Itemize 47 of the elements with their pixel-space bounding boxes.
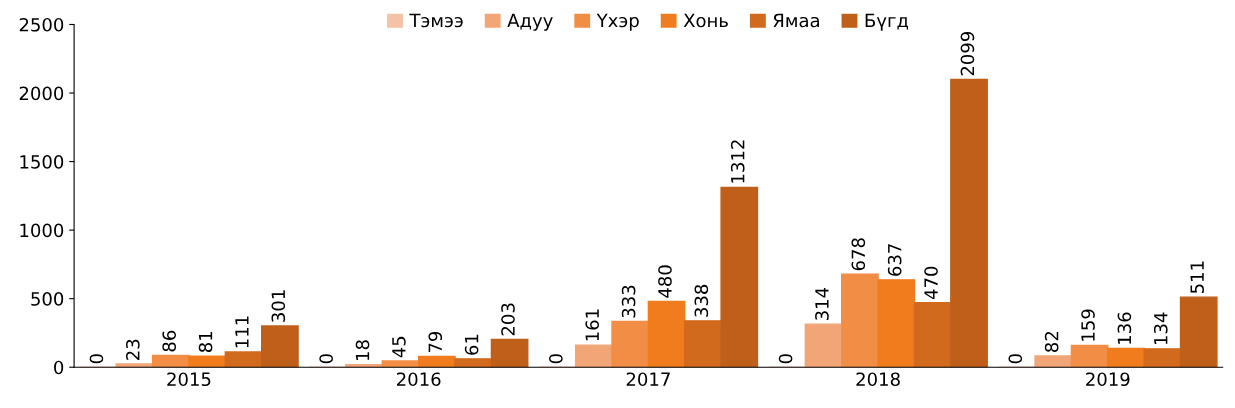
data-label: 0 [549, 354, 563, 364]
data-label: 159 [1081, 309, 1095, 341]
x-tick-label: 2019 [1086, 372, 1130, 387]
data-label: 61 [464, 334, 479, 355]
data-label: 161 [585, 309, 600, 341]
data-label: 1312 [730, 140, 745, 183]
data-label: 82 [1044, 332, 1059, 352]
y-tick-label: 1000 [20, 223, 64, 238]
legend-label: Адуу [507, 13, 553, 31]
data-label: 470 [924, 266, 938, 300]
data-label: 23 [125, 339, 140, 360]
data-label: 0 [319, 354, 333, 364]
x-tick-label: 2016 [397, 372, 441, 387]
data-label: 637 [887, 244, 902, 276]
y-tick-label: 2000 [19, 86, 64, 101]
data-label: 18 [355, 340, 370, 360]
data-label: 480 [658, 265, 672, 298]
data-label: 678 [851, 238, 866, 271]
data-label: 134 [1153, 312, 1168, 345]
data-label: 86 [162, 330, 177, 352]
data-label: 45 [392, 336, 406, 358]
x-tick-label: 2018 [856, 372, 900, 387]
data-label: 136 [1117, 312, 1132, 344]
y-tick-label: 2500 [19, 17, 64, 32]
data-label: 0 [778, 354, 793, 364]
data-label: 0 [1008, 354, 1023, 364]
data-label: 511 [1190, 261, 1204, 293]
x-tick-label: 2015 [167, 372, 211, 387]
legend-label: Бүгд [865, 13, 909, 31]
data-label: 338 [694, 284, 709, 317]
legend-label: Хонь [683, 13, 728, 28]
data-label: 203 [501, 303, 515, 336]
data-label: 2099 [960, 31, 975, 76]
y-tick-label: 0 [54, 360, 64, 375]
legend-label: Үхэр [596, 13, 639, 31]
data-label: 301 [271, 290, 286, 322]
legend-label: Ямаа [773, 13, 819, 28]
data-label: 81 [198, 332, 213, 353]
data-label: 111 [235, 316, 249, 348]
data-label: 0 [89, 354, 104, 364]
legend-label: Тэмээ [409, 13, 463, 28]
data-label: 314 [815, 287, 829, 320]
data-label: 333 [621, 285, 636, 318]
y-tick-label: 500 [31, 292, 64, 306]
data-label: 79 [428, 331, 443, 353]
y-tick-label: 1500 [20, 155, 64, 169]
x-tick-label: 2017 [626, 372, 670, 387]
